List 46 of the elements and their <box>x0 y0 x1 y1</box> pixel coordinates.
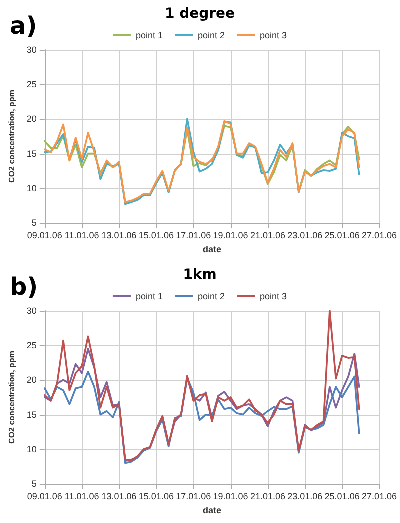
y-axis-title: CO2 concentration, ppm <box>8 90 16 183</box>
chart-title: 1 degree <box>164 6 236 22</box>
legend-label: point 2 <box>198 30 226 40</box>
y-axis-title: CO2 concentration, ppm <box>8 351 16 444</box>
x-tick-label: 17.01.06 <box>176 230 212 240</box>
x-tick-label: 23.01.06 <box>288 230 323 240</box>
y-tick-label: 5 <box>32 479 37 489</box>
x-tick-label: 23.01.06 <box>288 492 323 502</box>
y-tick-label: 25 <box>26 340 37 351</box>
y-tick-label: 20 <box>26 114 37 124</box>
x-tick-label: 21.01.06 <box>250 492 286 502</box>
y-tick-label: 15 <box>26 410 37 420</box>
x-tick-label: 13.01.06 <box>102 230 137 240</box>
text: a) <box>10 12 38 40</box>
legend-label: point 2 <box>198 292 226 302</box>
x-tick-label: 09.01.06 <box>27 492 62 502</box>
legend-label: point 3 <box>260 292 288 302</box>
x-axis-title: date <box>202 506 222 516</box>
x-tick-label: 13.01.06 <box>102 492 137 502</box>
y-tick-label: 30 <box>26 45 37 55</box>
x-tick-label: 25.01.06 <box>324 492 360 502</box>
x-tick-label: 27.01.06 <box>362 230 398 240</box>
x-tick-label: 27.01.06 <box>362 492 398 502</box>
x-tick-label: 21.01.06 <box>250 230 286 240</box>
y-tick-label: 10 <box>26 444 37 454</box>
x-axis-title: date <box>202 244 222 254</box>
legend-label: point 1 <box>136 292 163 302</box>
y-tick-label: 10 <box>26 183 37 194</box>
text: b) <box>10 273 38 301</box>
x-tick-label: 17.01.06 <box>176 492 212 502</box>
x-tick-label: 19.01.06 <box>213 230 248 240</box>
x-tick-label: 15.01.06 <box>138 492 174 502</box>
y-tick-label: 15 <box>26 148 37 159</box>
legend-label: point 1 <box>136 30 163 40</box>
legend-label: point 3 <box>260 30 288 40</box>
x-tick-label: 25.01.06 <box>324 230 360 240</box>
x-tick-label: 11.01.06 <box>64 230 100 240</box>
x-tick-label: 09.01.06 <box>27 230 62 240</box>
chart-title: 1km <box>183 267 217 283</box>
x-tick-label: 11.01.06 <box>64 492 100 502</box>
y-tick-label: 5 <box>32 218 37 228</box>
y-tick-label: 20 <box>26 375 37 386</box>
y-tick-label: 25 <box>26 80 37 90</box>
x-tick-label: 15.01.06 <box>138 230 174 240</box>
y-tick-label: 30 <box>26 306 37 316</box>
x-tick-label: 19.01.06 <box>213 492 248 502</box>
